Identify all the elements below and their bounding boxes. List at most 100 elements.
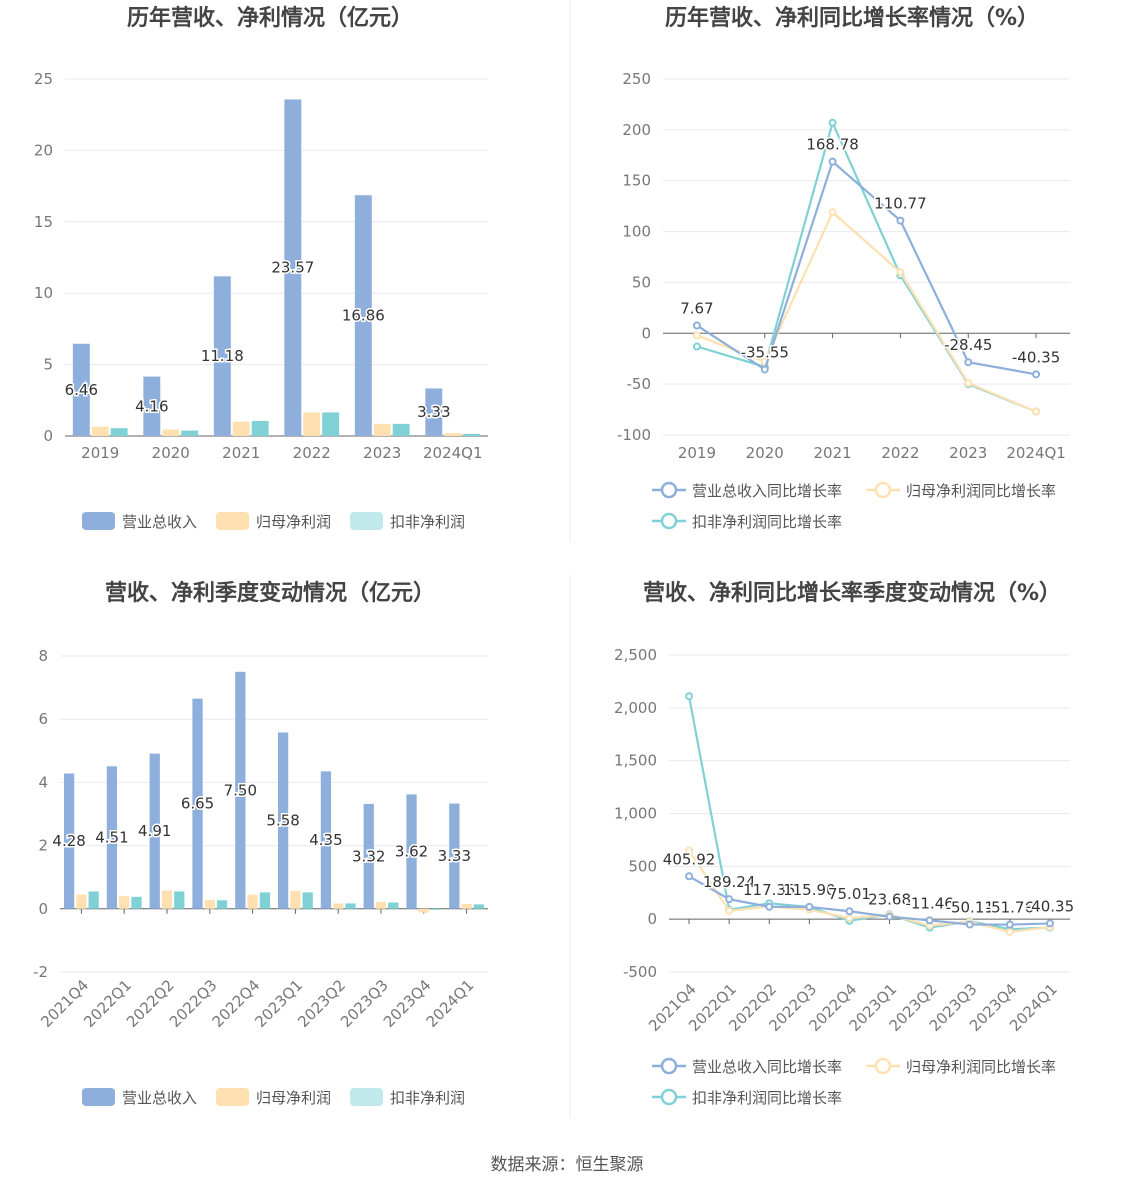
data-point <box>1005 927 1014 936</box>
data-label: 4.28 <box>52 832 85 850</box>
bar <box>373 423 391 436</box>
data-label: 7.67 <box>680 299 713 317</box>
data-point <box>725 895 734 904</box>
legend-label: 扣非净利润同比增长率 <box>692 1089 842 1107</box>
legend-label: 营业总收入 <box>122 513 197 531</box>
series-line <box>688 875 1050 926</box>
bar <box>143 376 161 436</box>
bar <box>303 412 321 436</box>
bar <box>72 343 90 436</box>
x-tick-label: 2019 <box>81 444 119 462</box>
y-tick-label: -100 <box>617 426 651 444</box>
data-point <box>760 365 769 374</box>
data-label: 189.24 <box>703 873 756 891</box>
data-label: -40.35 <box>1012 348 1060 366</box>
y-tick-label: 20 <box>34 141 53 159</box>
legend-label: 归母净利润同比增长率 <box>906 1058 1056 1076</box>
bar <box>290 890 301 909</box>
data-label: 168.78 <box>806 136 859 154</box>
legend-marker <box>660 512 678 530</box>
quarterly-growth-panel: 营收、净利同比增长率季度变动情况（%） -500 0 500 1,000 1,500 2,0… <box>614 580 1076 1107</box>
y-tick-label: 0 <box>647 910 657 928</box>
bar <box>430 908 442 910</box>
data-label: 405.92 <box>663 850 716 868</box>
legend-label: 扣非净利润同比增长率 <box>692 513 842 531</box>
data-point <box>845 907 854 916</box>
legend-label: 扣非净利润 <box>390 1089 465 1107</box>
bar <box>302 892 313 909</box>
data-label: 6.46 <box>65 381 98 399</box>
chart-title: 历年营收、净利同比增长率情况（%） <box>665 5 1039 31</box>
bar <box>259 892 271 909</box>
data-point <box>685 872 694 881</box>
bar <box>192 698 203 909</box>
legend-marker <box>660 1088 678 1106</box>
legend-marker <box>660 1057 678 1075</box>
y-tick-label: 8 <box>38 647 48 665</box>
data-label: 3.62 <box>395 843 428 861</box>
annual-growth-panel: 历年营收、净利同比增长率情况（%） -100 -50 0 50 100 150 200 250 2… <box>617 5 1070 531</box>
data-point <box>964 379 973 388</box>
data-label: 4.16 <box>135 397 168 415</box>
data-label: 4.51 <box>95 829 128 847</box>
data-label: 75.01 <box>828 885 871 903</box>
data-label: -50.11 <box>946 898 994 916</box>
data-point <box>692 342 701 351</box>
data-point <box>1032 407 1041 416</box>
legend-swatch <box>350 512 383 530</box>
chart-title: 营收、净利同比增长率季度变动情况（%） <box>643 580 1061 606</box>
bar <box>110 428 128 436</box>
data-label: 115.90 <box>783 881 836 899</box>
bar <box>119 896 130 909</box>
x-tick-label: 2020 <box>152 444 190 462</box>
data-point <box>685 692 694 701</box>
bar <box>63 773 75 909</box>
data-label: 23.57 <box>271 259 314 277</box>
data-label: -35.55 <box>741 343 789 361</box>
data-label: 7.50 <box>224 781 257 799</box>
x-tick-label: 2021 <box>813 444 851 462</box>
legend-marker <box>660 481 678 499</box>
data-label: 16.86 <box>342 307 385 325</box>
y-tick-label: 15 <box>34 213 53 231</box>
series-line <box>696 119 1037 413</box>
legend-marker <box>874 481 892 499</box>
y-tick-label: 0 <box>43 427 53 445</box>
bar <box>418 908 429 913</box>
y-tick-label: 1,000 <box>614 805 657 823</box>
data-label: 3.33 <box>438 847 471 865</box>
legend-swatch <box>82 512 115 530</box>
data-point <box>692 331 701 340</box>
bar <box>463 433 481 436</box>
y-tick-label: 50 <box>632 273 651 291</box>
bar <box>363 803 374 909</box>
data-point <box>725 906 734 915</box>
series-line <box>696 159 1037 376</box>
y-tick-label: 250 <box>622 70 651 88</box>
x-tick-label: 2023 <box>949 444 987 462</box>
bar <box>406 794 417 909</box>
data-label: -11.46 <box>905 894 953 912</box>
y-tick-label: 5 <box>43 356 53 374</box>
bar <box>174 891 185 909</box>
x-tick-label: 2024Q1 <box>423 976 478 1031</box>
series-line <box>688 849 1051 933</box>
data-point <box>805 902 814 911</box>
y-tick-label: 500 <box>628 857 657 875</box>
data-point <box>1005 920 1014 929</box>
data-point <box>1045 919 1054 928</box>
legend-swatch <box>216 1088 249 1106</box>
legend-swatch <box>82 1088 115 1106</box>
data-label: 5.58 <box>266 812 299 830</box>
bar <box>449 803 460 909</box>
data-point <box>1032 370 1041 379</box>
bar <box>320 771 332 909</box>
x-tick-label: 2024Q1 <box>423 444 483 462</box>
bar <box>88 891 99 909</box>
data-point <box>828 208 837 217</box>
data-point <box>828 118 837 127</box>
legend-swatch <box>216 512 249 530</box>
legend-label: 归母净利润 <box>256 513 331 531</box>
data-label: 23.68 <box>868 891 911 909</box>
